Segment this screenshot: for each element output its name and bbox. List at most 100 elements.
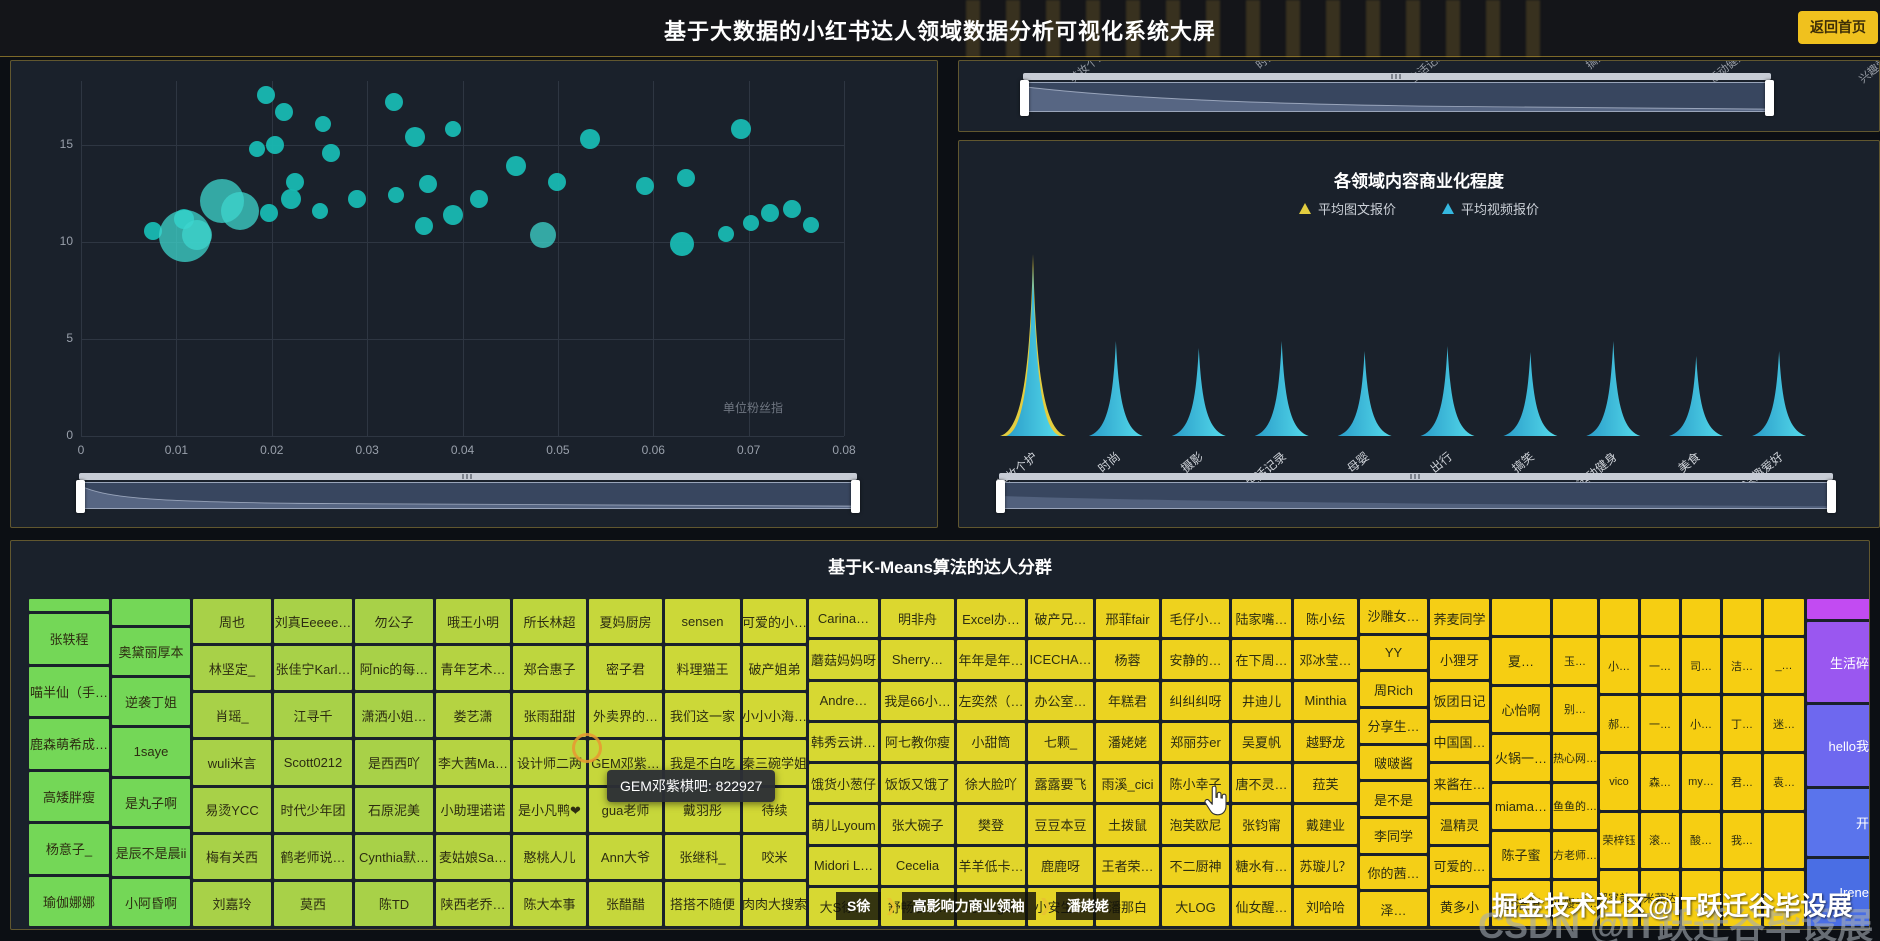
- treemap-cell[interactable]: 张轶程: [29, 614, 109, 664]
- treemap-cell[interactable]: 荞麦同学: [1430, 599, 1489, 638]
- treemap-cell[interactable]: 陈小纭: [1294, 599, 1357, 638]
- treemap-cell[interactable]: 菈芙: [1294, 764, 1357, 803]
- slider-body[interactable]: [1020, 80, 1774, 116]
- treemap-cell[interactable]: 林坚定_: [193, 646, 271, 691]
- treemap-cell[interactable]: [1764, 812, 1804, 868]
- pin-mark-video-price[interactable]: [1503, 352, 1558, 436]
- treemap-cell[interactable]: Sherry…: [881, 640, 954, 679]
- scatter-bubble[interactable]: [529, 222, 556, 249]
- treemap-cell[interactable]: Ann大爷: [589, 834, 662, 879]
- slider-body[interactable]: [996, 480, 1836, 513]
- treemap-cell[interactable]: [1723, 870, 1761, 926]
- scatter-bubble[interactable]: [384, 93, 403, 112]
- scatter-bubble[interactable]: [635, 176, 654, 195]
- treemap-cell[interactable]: 毛仔小…: [1162, 599, 1229, 638]
- scatter-bubble[interactable]: [265, 136, 284, 155]
- treemap-cell[interactable]: 料理猫王: [665, 646, 740, 691]
- scatter-bubble[interactable]: [580, 129, 601, 150]
- treemap-cell[interactable]: 生活碎…: [1807, 622, 1869, 703]
- scatter-bubble[interactable]: [802, 216, 819, 233]
- scatter-bubble[interactable]: [387, 187, 404, 204]
- treemap-cell[interactable]: 森…: [1641, 754, 1679, 810]
- treemap-cell[interactable]: Carina…: [809, 599, 878, 638]
- treemap-cell[interactable]: 鹿森萌希成…: [29, 719, 109, 769]
- treemap-cell[interactable]: 纠纠纠呀: [1162, 681, 1229, 720]
- treemap-cell[interactable]: Andre…: [809, 681, 878, 720]
- treemap-cell[interactable]: 憨桃人儿: [513, 834, 586, 879]
- treemap-cell[interactable]: 中国国…: [1430, 722, 1489, 761]
- treemap-cell[interactable]: 别…: [1553, 686, 1597, 732]
- treemap-cell[interactable]: 邓冰莹…: [1294, 640, 1357, 679]
- treemap-cell[interactable]: 办公室…: [1028, 681, 1093, 720]
- treemap-cell[interactable]: 逆袭丁姐: [112, 678, 190, 726]
- treemap-cell[interactable]: 潘姥姥: [1096, 722, 1159, 761]
- pin-mark-video-price[interactable]: [1752, 351, 1807, 436]
- treemap-cell[interactable]: 啵啵酱: [1360, 745, 1427, 780]
- treemap-cell[interactable]: 可爱的小…: [743, 599, 806, 644]
- treemap-cell[interactable]: [1723, 599, 1761, 635]
- slider-grip-icon[interactable]: [1410, 474, 1422, 479]
- treemap-cell[interactable]: 勿公子: [355, 599, 433, 644]
- treemap-cell[interactable]: 开…: [1807, 788, 1869, 856]
- treemap-cell[interactable]: 夏…: [1492, 638, 1550, 684]
- treemap-cell[interactable]: 张醋醋: [589, 881, 662, 926]
- treemap-cell[interactable]: 唐不灵…: [1232, 764, 1291, 803]
- treemap-cell[interactable]: 刘真Eeeee…: [274, 599, 352, 644]
- treemap-cell[interactable]: 瑜伽娜娜: [29, 876, 109, 926]
- scatter-bubble[interactable]: [782, 200, 801, 219]
- treemap-cell[interactable]: 奥黛丽厚本: [112, 628, 190, 676]
- slider-grip-icon[interactable]: [1391, 74, 1403, 79]
- treemap-cell[interactable]: 明非舟: [881, 599, 954, 638]
- treemap-cell[interactable]: sensen: [665, 599, 740, 644]
- slider-strip[interactable]: [1023, 73, 1771, 80]
- treemap-cell[interactable]: 李大茜Ma…: [436, 740, 510, 785]
- treemap-cell[interactable]: Scott0212: [274, 740, 352, 785]
- treemap-cell[interactable]: 来酱在…: [1430, 764, 1489, 803]
- treemap-cell[interactable]: 郑丽芬er: [1162, 722, 1229, 761]
- treemap-cell[interactable]: 梅有关西: [193, 834, 271, 879]
- treemap-cell[interactable]: 饿货小葱仔: [809, 764, 878, 803]
- treemap-cell[interactable]: 是辰不是晨ii: [112, 828, 190, 876]
- treemap-cell[interactable]: [1807, 599, 1869, 619]
- treemap-cell[interactable]: Minthia: [1294, 681, 1357, 720]
- slider-left-handle[interactable]: [76, 480, 85, 513]
- treemap-cell[interactable]: [112, 599, 190, 625]
- treemap-cell[interactable]: 郝…: [1600, 696, 1638, 752]
- treemap-cell[interactable]: 搭搭不随便: [665, 881, 740, 926]
- scatter-bubble[interactable]: [321, 143, 340, 162]
- slider-right-handle[interactable]: [851, 480, 860, 513]
- treemap-cell[interactable]: 七颗_: [1028, 722, 1093, 761]
- treemap-cell[interactable]: 咬米: [743, 834, 806, 879]
- scatter-bubble[interactable]: [221, 191, 260, 230]
- treemap-cell[interactable]: 是不是: [1360, 782, 1427, 817]
- treemap-cell[interactable]: 陈大本事: [513, 881, 586, 926]
- treemap-cell[interactable]: 分享生…: [1360, 709, 1427, 743]
- treemap-cell[interactable]: 时代少年团: [274, 787, 352, 832]
- treemap-cell[interactable]: 安静的…: [1162, 640, 1229, 679]
- treemap-cell[interactable]: Irene…: [1807, 858, 1869, 926]
- treemap-cell[interactable]: Cecelia: [881, 846, 954, 885]
- treemap-cell[interactable]: 1saye: [112, 728, 190, 776]
- treemap-cell[interactable]: 热心网…: [1553, 735, 1597, 781]
- treemap-cell[interactable]: 夏妈厨房: [589, 599, 662, 644]
- slider-right-handle[interactable]: [1765, 80, 1774, 116]
- treemap-cell[interactable]: 我们这一家: [665, 693, 740, 738]
- treemap-cell[interactable]: my…: [1682, 754, 1720, 810]
- treemap-cell[interactable]: [1682, 599, 1720, 635]
- slider-grip-icon[interactable]: [462, 474, 474, 479]
- treemap-cell[interactable]: [29, 599, 109, 611]
- slider-right-handle[interactable]: [1827, 480, 1836, 513]
- treemap-cell[interactable]: [1600, 599, 1638, 635]
- treemap-cell[interactable]: 荣梓钰: [1600, 812, 1638, 868]
- treemap-cell[interactable]: 石原泥美: [355, 787, 433, 832]
- treemap-cell[interactable]: 鱼鱼的…: [1553, 783, 1597, 829]
- pin-mark-video-price[interactable]: [1420, 346, 1475, 436]
- treemap-cell[interactable]: 君…: [1723, 754, 1761, 810]
- treemap-cell[interactable]: 黄多小: [1430, 887, 1489, 926]
- treemap-cell[interactable]: 喵半仙（手…: [29, 666, 109, 716]
- treemap-cell[interactable]: 糖水有…: [1232, 846, 1291, 885]
- treemap-cell[interactable]: 你的茜…: [1360, 855, 1427, 890]
- treemap-cell[interactable]: 丁…: [1723, 696, 1761, 752]
- treemap-cell[interactable]: 洁…: [1723, 638, 1761, 694]
- treemap-cell[interactable]: 豆豆本豆: [1028, 805, 1093, 844]
